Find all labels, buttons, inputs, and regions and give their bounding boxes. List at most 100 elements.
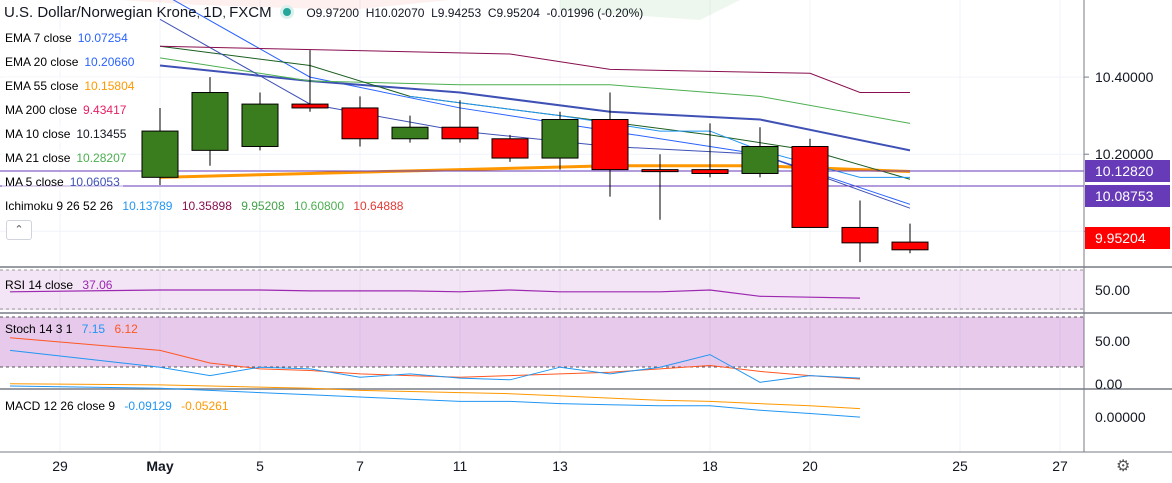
time-tick-label: 25 [952,458,968,474]
macd-value: -0.09129 [124,399,172,413]
indicator-label: MA 21 close [5,151,71,165]
indicator-value: 10.20660 [84,55,135,69]
ichimoku-legend[interactable]: Ichimoku 9 26 52 26 10.13789 10.35898 9.… [2,197,406,215]
stoch-band [0,317,1084,367]
data-source: FXCM [229,4,272,21]
ichimoku-value: 10.64888 [353,199,404,213]
time-tick-label: 27 [1052,458,1068,474]
indicator-legend-row[interactable]: MA 5 close 10.06053 [2,173,123,191]
indicator-legend-row[interactable]: MA 10 close 10.13455 [2,125,130,143]
candle-body [691,169,729,174]
ma-line [159,57,911,124]
macd-line [9,385,861,418]
price-tag: 10.08753 [1085,185,1170,207]
stoch-k-line [9,349,861,383]
time-tick-label: 20 [802,458,818,474]
last-price-tag: 9.95204 [1085,227,1170,249]
macd-label: MACD 12 26 close 9 [5,399,116,413]
candle-body [841,226,879,244]
time-tick-label: 29 [52,458,68,474]
ichimoku-cloud [120,0,450,10]
price-tick-label: 10.40000 [1095,69,1154,85]
time-tick-label: 13 [552,458,568,474]
candle-body [391,126,429,140]
candle-body [541,119,579,159]
indicator-label: EMA 20 close [5,55,79,69]
indicator-value: 10.06053 [69,175,120,189]
indicator-label: EMA 7 close [5,31,72,45]
rsi-line [9,289,861,299]
candle-body [791,145,829,228]
ichimoku-value: 10.35898 [181,199,232,213]
chart-header: U.S. Dollar/Norwegian Krone, 1D, FXCM O9… [4,4,644,21]
indicator-label: MA 5 close [5,175,64,189]
candle-body [341,107,379,140]
rsi-label: RSI 14 close [5,278,74,292]
time-tick-label: 11 [453,458,468,474]
ma-line [159,18,911,209]
indicator-value: 10.13455 [76,127,127,141]
ma-line [159,164,911,179]
time-tick-label: 5 [256,458,264,474]
rsi-legend[interactable]: RSI 14 close 37.06 [2,276,115,294]
macd-legend[interactable]: MACD 12 26 close 9 -0.09129 -0.05261 [2,397,232,415]
indicator-legend-row[interactable]: EMA 7 close 10.07254 [2,29,131,47]
ohlc-high: H10.02070 [365,6,425,20]
candle-body [241,103,279,147]
candle-body [141,130,179,178]
rsi-tick-label: 50.00 [1095,282,1130,298]
ohlc-low: L9.94253 [431,6,482,20]
indicator-legend-row[interactable]: EMA 55 close 10.15804 [2,77,138,95]
ohlc-close: C9.95204 [487,6,540,20]
time-tick-label: May [146,458,173,474]
market-status-icon [282,8,291,16]
indicator-legend-row[interactable]: MA 21 close 10.28207 [2,149,130,167]
stoch-tick-label: 0.00 [1095,376,1122,392]
candle-body [641,169,679,173]
stoch-k-value: 7.15 [81,322,106,336]
indicator-label: EMA 55 close [5,79,79,93]
ma-line [159,64,911,152]
ichimoku-cloud [560,0,740,20]
ichimoku-value: 10.13789 [122,199,173,213]
interval: 1D [203,4,223,21]
candle-body [291,103,329,109]
candle-body [741,145,779,174]
indicator-legend-row[interactable]: MA 200 close 9.43417 [2,101,130,119]
ichimoku-label: Ichimoku 9 26 52 26 [5,199,114,213]
gear-icon[interactable]: ⚙ [1116,458,1131,475]
indicator-label: MA 10 close [5,127,71,141]
ohlc-change: -0.01996 (-0.20%) [546,6,644,20]
candle-body [441,126,479,140]
indicator-label: MA 200 close [5,103,78,117]
macd-signal-value: -0.05261 [181,399,229,413]
time-tick-label: 7 [356,458,364,474]
indicator-value: 10.15804 [84,79,135,93]
stoch-label: Stoch 14 3 1 [5,322,73,336]
chevron-up-icon: ⌃ [14,224,24,236]
indicator-legend-row[interactable]: EMA 20 close 10.20660 [2,53,138,71]
rsi-value: 37.06 [82,278,113,292]
indicator-value: 10.07254 [77,31,128,45]
stoch-d-value: 6.12 [114,322,138,336]
price-tick-label: 10.20000 [1095,146,1154,162]
macd-tick-label: 0.00000 [1095,409,1146,425]
symbol-name: U.S. Dollar/Norwegian Krone [4,4,197,21]
ichimoku-value: 10.60800 [293,199,345,213]
indicator-value: 9.43417 [83,103,127,117]
ma-line [159,45,910,94]
macd-signal-line [9,383,861,410]
candle-body [591,119,629,171]
collapse-legend-button[interactable]: ⌃ [6,220,32,240]
stoch-legend[interactable]: Stoch 14 3 1 7.15 6.12 [2,320,141,338]
price-tag: 10.12820 [1085,160,1170,182]
indicator-value: 10.28207 [76,151,127,165]
ichimoku-value: 9.95208 [241,199,285,213]
stoch-tick-label: 50.00 [1095,333,1130,349]
candle-body [191,92,229,151]
time-tick-label: 18 [702,458,718,474]
ohlc-open: O9.97200 [306,6,360,20]
candle-body [891,241,929,251]
candle-body [491,138,529,159]
